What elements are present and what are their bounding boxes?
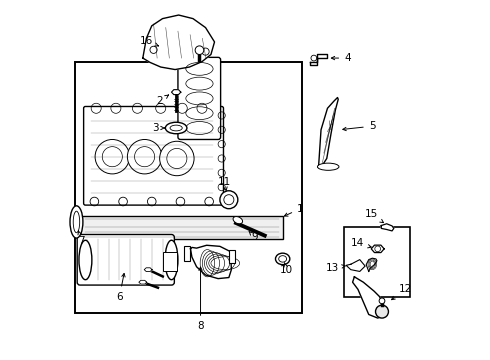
Ellipse shape	[166, 122, 187, 134]
Text: 10: 10	[280, 262, 293, 275]
Text: 14: 14	[351, 238, 371, 248]
Text: 16: 16	[140, 36, 158, 46]
Ellipse shape	[70, 206, 83, 238]
Text: 15: 15	[365, 209, 384, 222]
Bar	[184, 246, 191, 261]
FancyBboxPatch shape	[84, 107, 223, 205]
Polygon shape	[346, 260, 365, 271]
Polygon shape	[371, 245, 384, 253]
Text: 11: 11	[218, 177, 231, 190]
Text: 3: 3	[152, 123, 165, 133]
Text: 8: 8	[197, 267, 204, 331]
Ellipse shape	[233, 217, 243, 224]
Bar	[163, 252, 177, 271]
Polygon shape	[191, 245, 231, 279]
Text: 12: 12	[392, 284, 413, 300]
Text: 6: 6	[116, 274, 125, 302]
Polygon shape	[381, 224, 394, 231]
Ellipse shape	[165, 240, 178, 280]
Bar	[80, 216, 283, 239]
Circle shape	[375, 305, 389, 318]
Text: 1: 1	[284, 204, 304, 216]
Circle shape	[160, 141, 194, 176]
Bar	[74, 62, 302, 313]
Bar	[343, 226, 410, 297]
Polygon shape	[139, 280, 147, 284]
Polygon shape	[366, 258, 377, 271]
Ellipse shape	[79, 240, 92, 280]
FancyBboxPatch shape	[77, 234, 174, 285]
Circle shape	[195, 46, 204, 54]
Text: 7: 7	[78, 230, 85, 246]
Circle shape	[379, 298, 385, 304]
FancyBboxPatch shape	[178, 57, 220, 139]
Ellipse shape	[318, 163, 339, 170]
Text: 5: 5	[343, 121, 375, 131]
Text: 2: 2	[157, 95, 169, 106]
Polygon shape	[318, 98, 338, 167]
Ellipse shape	[275, 253, 290, 265]
Polygon shape	[143, 15, 215, 69]
Ellipse shape	[220, 191, 238, 209]
Polygon shape	[353, 277, 385, 318]
Text: 9: 9	[249, 231, 258, 242]
Circle shape	[127, 139, 162, 174]
Bar	[228, 249, 235, 263]
Circle shape	[95, 139, 129, 174]
Polygon shape	[310, 54, 327, 65]
Polygon shape	[172, 90, 181, 95]
Text: 4: 4	[331, 53, 351, 63]
Polygon shape	[144, 268, 152, 271]
Text: 13: 13	[326, 263, 345, 273]
